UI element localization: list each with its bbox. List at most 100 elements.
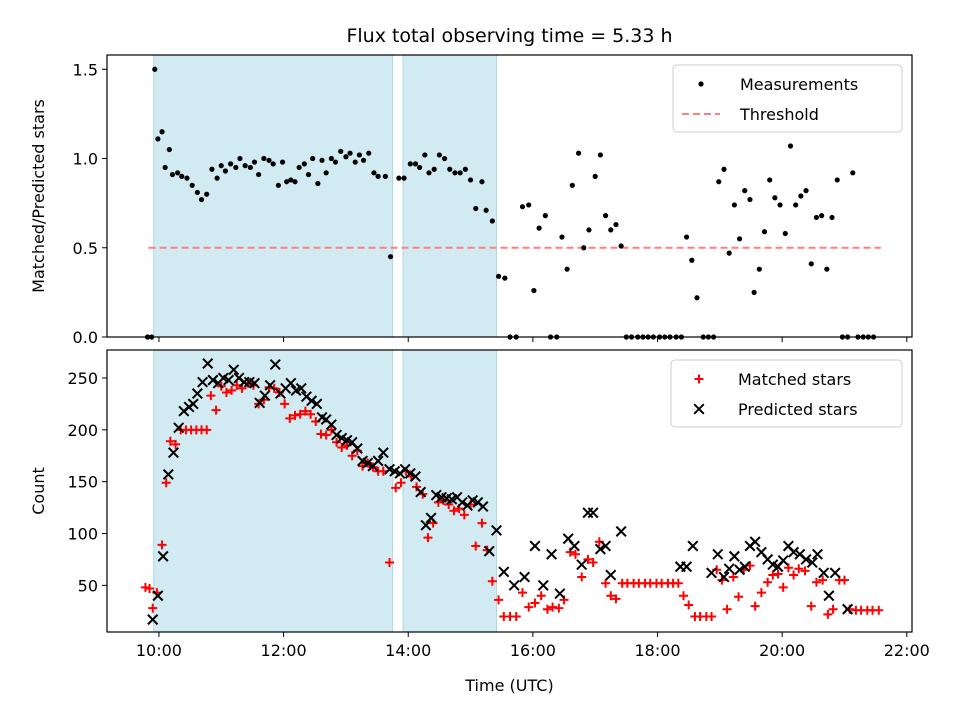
y-tick-label: 0.0 [73,328,98,347]
measurement-point [371,170,377,176]
measurement-point [328,155,334,162]
measurement-point [592,173,598,179]
predicted-point [582,507,594,519]
measurement-point [467,177,474,183]
measurement-point [214,175,220,181]
measurement-point [787,143,794,149]
measurement-point [597,152,603,158]
predicted-point [498,566,510,578]
matched-point [326,425,336,435]
measurement-point [742,188,748,194]
measurement-point [159,129,165,135]
measurement-point [798,193,804,199]
predicted-point [568,540,580,552]
panel-2-legend: Matched stars Predicted stars [670,359,903,428]
predicted-point [404,467,416,479]
predicted-point [508,579,520,591]
measurement-point [736,236,743,242]
predicted-point [269,359,281,371]
legend-marker-matched [694,374,704,384]
measurement-point [618,243,624,249]
panel-1-ylabel: Matched/Predicted stars [29,99,48,293]
measurement-point [808,261,814,267]
predicted-point [167,447,179,459]
measurement-point [401,175,407,181]
measurement-point [756,266,762,272]
measurement-point [179,173,185,179]
measurement-point [266,157,272,163]
predicted-point [829,567,841,579]
measurement-point [222,168,229,174]
predicted-point [187,398,199,410]
measurement-point [396,175,402,181]
measurement-point [270,161,276,167]
panel-1-legend: Measurements Threshold [672,64,903,133]
matched-point [459,510,469,520]
predicted-point [306,395,318,407]
predicted-point [491,524,503,536]
measurement-point [366,150,372,156]
predicted-point [734,564,746,576]
matched-point [202,425,212,435]
matched-point [611,594,621,604]
measurement-point [301,161,307,167]
matched-point [530,598,540,608]
measurement-point [343,154,349,160]
measurement-point [162,164,168,171]
measurement-point [542,213,548,219]
predicted-point [152,590,164,602]
measurement-point [519,204,526,210]
measurement-point [495,273,502,279]
measurement-point [569,182,575,188]
matched-point [678,591,688,601]
matched-point [606,591,616,601]
matched-point [707,611,717,621]
predicted-point [723,563,735,575]
matched-point [165,436,175,446]
measurement-point [184,175,190,181]
measurement-point [228,161,234,167]
measurement-point [296,164,302,171]
predicted-point [362,457,374,469]
legend-box [670,359,903,428]
x-tick-label: 10:00 [136,641,182,660]
measurement-point [608,227,614,233]
measurement-point [694,295,700,301]
measurement-point [305,171,312,178]
measurement-point [422,152,428,158]
matched-point [554,603,564,613]
x-tick-label: 20:00 [759,641,805,660]
measurement-point [166,146,172,153]
matched-point [494,595,504,605]
predicted-point [788,546,800,558]
measurement-point [479,179,485,185]
matched-point [385,558,395,568]
matched-point [517,588,527,598]
measurement-point [292,179,298,185]
measurement-point [834,177,840,183]
measurement-point [387,254,394,260]
measurement-point [233,164,239,171]
matched-point [295,409,305,419]
predicted-point [712,548,724,560]
measurement-point [175,170,181,176]
measurement-point [332,159,339,165]
measurement-point [436,152,442,158]
measurement-point [829,214,835,221]
predicted-point [811,548,823,560]
predicted-point [806,557,818,569]
predicted-point [823,590,835,602]
predicted-point [264,379,276,391]
measurement-point [536,225,542,231]
predicted-point [718,571,730,583]
measurement-point [218,163,224,169]
measurement-point [310,155,316,162]
observing-interval-1 [153,54,394,338]
predicted-point [254,397,266,409]
predicted-point [162,468,174,480]
predicted-point [331,429,343,441]
measurement-point [275,182,281,188]
predicted-point [477,501,489,513]
measurement-point [261,155,267,162]
